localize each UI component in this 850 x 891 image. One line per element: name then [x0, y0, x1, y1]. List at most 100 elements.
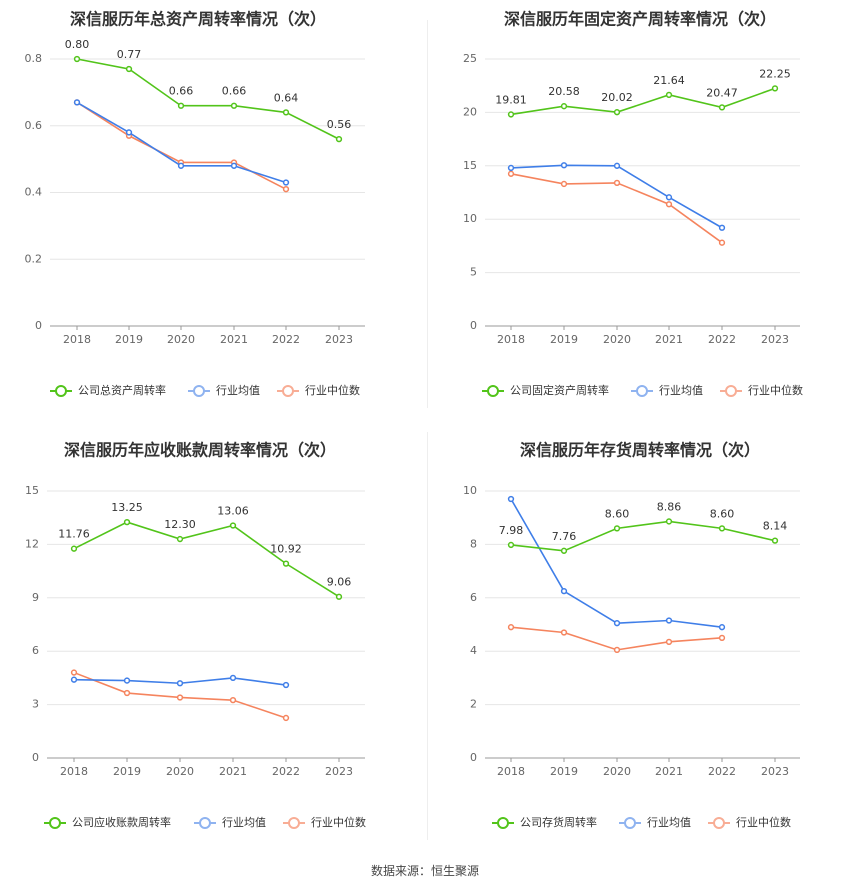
chart-title: 深信服历年总资产周转率情况（次） — [70, 10, 326, 29]
y-tick-label: 0 — [32, 751, 39, 764]
legend-marker-avg — [193, 385, 205, 397]
legend-label-avg: 行业均值 — [222, 816, 266, 829]
x-tick-label: 2023 — [761, 765, 789, 778]
legend-label-median: 行业中位数 — [311, 815, 366, 829]
data-point-avg — [718, 624, 726, 631]
chart-panel-1: 深信服历年总资产周转率情况（次） 0 0.2 0.4 0.6 0.8 2018 2019 202… — [25, 10, 365, 397]
legend-label-avg: 行业均值 — [216, 384, 260, 397]
data-label: 8.86 — [657, 500, 682, 513]
data-label: 8.60 — [605, 507, 630, 520]
data-point-median — [718, 634, 726, 641]
legend-label-median: 行业中位数 — [305, 383, 360, 397]
data-label: 9.06 — [327, 576, 352, 589]
data-point-company — [507, 111, 515, 118]
y-tick-label: 3 — [32, 698, 39, 711]
data-label: 0.77 — [117, 48, 142, 61]
y-tick-label: 0.2 — [25, 252, 43, 265]
legend-marker-avg — [199, 817, 211, 829]
series-line-company — [510, 520, 776, 552]
x-tick-label: 2019 — [115, 333, 143, 346]
chart-title: 深信服历年固定资产周转率情况（次） — [504, 10, 776, 29]
data-point-median — [282, 186, 290, 193]
y-tick-label: 4 — [470, 644, 477, 657]
y-tick-label: 8 — [470, 537, 477, 550]
data-point-company — [177, 102, 185, 109]
data-point-avg — [282, 681, 290, 689]
data-point-company — [230, 102, 238, 109]
data-point-avg — [613, 620, 621, 627]
x-tick-label: 2018 — [497, 765, 525, 778]
x-tick-label: 2021 — [219, 765, 247, 778]
data-point-avg — [70, 676, 78, 683]
data-point-company — [73, 55, 81, 63]
legend-marker-median — [288, 817, 300, 829]
data-point-company — [771, 85, 779, 92]
legend-marker-company — [487, 385, 499, 397]
y-tick-label: 20 — [463, 105, 477, 118]
data-point-company — [560, 547, 568, 554]
series-line-company — [510, 87, 776, 116]
chart-panel-3: 深信服历年应收账款周转率情况（次） 0 3 6 9 12 15 2018 2019 2020 202… — [25, 441, 366, 829]
y-tick-label: 9 — [32, 591, 39, 604]
data-point-median — [282, 714, 290, 722]
data-label: 21.64 — [653, 74, 685, 87]
data-label: 20.58 — [548, 85, 580, 98]
legend-label-company: 公司固定资产周转率 — [510, 383, 609, 397]
x-tick-label: 2020 — [603, 765, 631, 778]
data-point-company — [176, 535, 184, 543]
data-label: 13.25 — [111, 501, 143, 514]
legend-label-avg: 行业均值 — [659, 384, 703, 397]
x-tick-label: 2018 — [60, 765, 88, 778]
data-label: 7.98 — [499, 524, 524, 537]
data-point-avg — [507, 495, 515, 503]
chart-panel-4: 深信服历年存货周转率情况（次） 0 2 4 6 8 10 2018 2019 2020 2021 20… — [463, 441, 800, 829]
data-point-company — [282, 109, 290, 116]
y-tick-label: 0.8 — [25, 52, 43, 65]
data-point-avg — [123, 677, 131, 684]
data-point-company — [123, 519, 131, 526]
legend-label-company: 公司总资产周转率 — [78, 383, 166, 397]
data-point-avg — [560, 162, 568, 169]
y-tick-label: 0.4 — [25, 186, 43, 199]
legend-marker-company — [497, 817, 509, 829]
x-tick-label: 2018 — [63, 333, 91, 346]
legend-marker-company — [49, 817, 61, 829]
legend-marker-median — [282, 385, 294, 397]
chart-panel-2: 深信服历年固定资产周转率情况（次） 0 5 10 15 20 25 2018 2019 2020 2… — [463, 10, 803, 397]
legend-label-company: 公司应收账款周转率 — [72, 815, 171, 829]
data-point-company — [70, 545, 78, 552]
x-tick-label: 2022 — [272, 333, 300, 346]
data-point-company — [771, 537, 779, 544]
data-label: 12.30 — [164, 518, 196, 531]
data-point-company — [718, 525, 726, 532]
data-point-avg — [73, 99, 81, 106]
data-label: 8.14 — [763, 520, 788, 533]
x-tick-label: 2022 — [708, 333, 736, 346]
data-point-company — [665, 518, 673, 525]
x-tick-label: 2019 — [113, 765, 141, 778]
data-point-avg — [176, 680, 184, 687]
data-point-company — [560, 103, 568, 110]
data-point-median — [70, 669, 78, 676]
data-label: 19.81 — [495, 93, 527, 106]
data-point-median — [507, 624, 515, 631]
data-point-avg — [560, 587, 568, 595]
data-point-company — [613, 109, 621, 116]
y-tick-label: 2 — [470, 698, 477, 711]
vertical-divider-top — [427, 20, 428, 408]
data-point-company — [229, 522, 237, 529]
y-tick-label: 15 — [463, 159, 477, 172]
x-tick-label: 2020 — [167, 333, 195, 346]
data-label: 0.64 — [274, 91, 299, 104]
data-point-median — [665, 638, 673, 646]
data-point-company — [665, 91, 673, 99]
x-tick-label: 2022 — [272, 765, 300, 778]
legend-marker-median — [713, 817, 725, 829]
data-source-note: 数据来源：恒生聚源 — [370, 864, 479, 878]
y-tick-label: 10 — [463, 484, 477, 497]
x-tick-label: 2020 — [166, 765, 194, 778]
x-tick-label: 2019 — [550, 765, 578, 778]
data-point-company — [718, 104, 726, 111]
vertical-divider-bottom — [427, 432, 428, 840]
